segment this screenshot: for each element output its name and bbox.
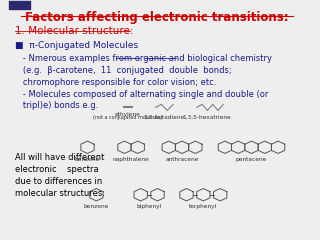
Text: benzene: benzene (75, 157, 100, 162)
Text: All will have different: All will have different (15, 153, 105, 162)
Text: electronic    spectra: electronic spectra (15, 165, 99, 174)
Text: due to differences in: due to differences in (15, 177, 102, 186)
Text: 1. Molecular structure:: 1. Molecular structure: (15, 26, 134, 36)
Text: Factors affecting electronic transitions:: Factors affecting electronic transitions… (25, 11, 289, 24)
Text: terphenyl: terphenyl (189, 204, 218, 210)
Text: (e.g.  β-carotene,  11  conjugated  double  bonds;: (e.g. β-carotene, 11 conjugated double b… (15, 66, 232, 75)
Text: chromophore responsible for color vision; etc.: chromophore responsible for color vision… (15, 78, 217, 87)
Text: pentacene: pentacene (236, 157, 267, 162)
Text: - Molecules composed of alternating single and double (or: - Molecules composed of alternating sing… (15, 90, 268, 99)
Text: naphthalene: naphthalene (113, 157, 149, 162)
Text: 1,3,5-hexatriene: 1,3,5-hexatriene (183, 115, 232, 120)
Text: tripl)e) bonds e.g.: tripl)e) bonds e.g. (15, 102, 98, 110)
Text: ethylene: ethylene (115, 112, 140, 117)
Text: benzene: benzene (84, 204, 109, 210)
Text: (not a conjugated molecule): (not a conjugated molecule) (93, 115, 162, 120)
Text: biphenyl: biphenyl (136, 204, 162, 210)
Text: ■  π-Conjugated Molecules: ■ π-Conjugated Molecules (15, 41, 138, 49)
Text: molecular structures.: molecular structures. (15, 189, 105, 198)
Text: anthracene: anthracene (165, 157, 199, 162)
Bar (9, 1, 30, 9)
Text: - Nmerous examples from organic and biological chemistry: - Nmerous examples from organic and biol… (15, 54, 272, 63)
Text: 1,3-butadiene: 1,3-butadiene (144, 115, 185, 120)
